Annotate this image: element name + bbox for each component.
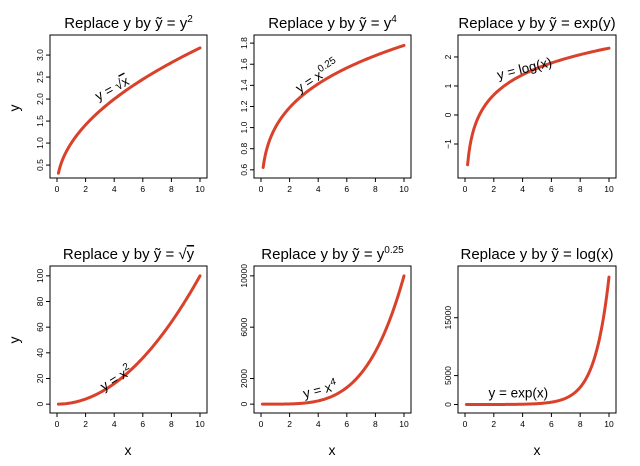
x-tick-label: 6 <box>344 419 349 429</box>
x-tick-label: 4 <box>520 184 525 194</box>
x-tick-label: 0 <box>259 419 264 429</box>
x-tick-label: 6 <box>344 184 349 194</box>
panel-title: Replace y by ỹ = √y <box>63 246 195 263</box>
series-line <box>464 275 611 407</box>
x-tick-label: 2 <box>83 419 88 429</box>
x-tick-label: 4 <box>112 419 117 429</box>
y-tick-label: 0.5 <box>35 159 45 171</box>
x-tick-label: 8 <box>373 419 378 429</box>
panel-title: Replace y by ỹ = log(x) <box>461 246 614 263</box>
series-line <box>56 46 202 175</box>
x-tick-label: 10 <box>604 419 614 429</box>
panel-title: Replace y by ỹ = y0.25 <box>261 245 404 263</box>
y-axis-label-row2: y <box>6 337 22 344</box>
y-tick-label: 0 <box>35 402 45 407</box>
y-tick-label: 5000 <box>443 366 453 385</box>
curve-annotation: y = x2 <box>96 361 135 394</box>
y-tick-label: 2.5 <box>35 71 45 83</box>
y-tick-label: 10000 <box>239 264 249 288</box>
plot-frame <box>49 265 208 414</box>
y-tick-label: 2000 <box>239 369 249 388</box>
x-axis-label-col2: x <box>329 442 336 458</box>
y-tick-label: 1.6 <box>239 58 249 70</box>
y-tick-label: 0 <box>443 112 453 117</box>
x-tick-label: 8 <box>373 184 378 194</box>
x-tick-label: 10 <box>399 419 409 429</box>
x-tick-label: 10 <box>195 419 205 429</box>
x-tick-label: 0 <box>463 419 468 429</box>
y-tick-label: 0 <box>239 402 249 407</box>
x-tick-label: 4 <box>316 419 321 429</box>
x-tick-label: 10 <box>604 184 614 194</box>
curve-annotation: y = x4 <box>301 376 339 401</box>
x-tick-label: 4 <box>520 419 525 429</box>
plot-frame <box>457 34 617 179</box>
panel-title: Replace y by ỹ = y4 <box>268 14 397 32</box>
curve-annotation: y = log(x) <box>495 54 553 82</box>
x-tick-label: 2 <box>287 419 292 429</box>
x-tick-label: 10 <box>399 184 409 194</box>
y-tick-label: 100 <box>35 268 45 282</box>
x-tick-label: 2 <box>491 184 496 194</box>
y-tick-label: 1.4 <box>239 79 249 91</box>
y-tick-label: 80 <box>35 297 45 307</box>
x-tick-label: 6 <box>140 184 145 194</box>
y-tick-label: 60 <box>35 322 45 332</box>
x-axis-label-col1: x <box>125 442 132 458</box>
series-line <box>261 43 406 169</box>
x-tick-label: 10 <box>195 184 205 194</box>
x-tick-label: 8 <box>169 419 174 429</box>
y-tick-label: 6000 <box>239 317 249 336</box>
y-tick-label: 1 <box>443 83 453 88</box>
x-tick-label: 8 <box>578 419 583 429</box>
y-tick-label: 1.2 <box>239 100 249 112</box>
series-line <box>260 274 406 406</box>
series-line <box>56 274 202 406</box>
y-tick-label: 0 <box>443 402 453 407</box>
plot-frame <box>49 34 208 179</box>
y-tick-label: 2 <box>443 54 453 59</box>
x-tick-label: 2 <box>83 184 88 194</box>
x-axis-label-col3: x <box>534 442 541 458</box>
panel-2: 0 2 4 6 8 10 0.6 0.8 1.0 1.2 1.4 1.6 1.8 Replace y by… <box>239 14 412 194</box>
curve-annotation: y = exp(x) <box>488 386 548 401</box>
x-tick-label: 8 <box>578 184 583 194</box>
panel-title: Replace y by ỹ = y2 <box>64 14 193 32</box>
x-tick-label: 0 <box>463 184 468 194</box>
plot-frame <box>457 265 617 414</box>
y-tick-label: 40 <box>35 348 45 358</box>
x-tick-label: 0 <box>55 419 60 429</box>
y-tick-label: 0.8 <box>239 143 249 155</box>
panel-title: Replace y by ỹ = exp(y) <box>458 15 615 32</box>
plot-frame <box>253 265 412 414</box>
x-tick-label: 0 <box>55 184 60 194</box>
y-tick-label: 3.0 <box>35 49 45 61</box>
y-tick-label: 1.0 <box>35 137 45 149</box>
y-tick-label: 2.0 <box>35 93 45 105</box>
y-tick-label: 0.6 <box>239 164 249 176</box>
y-tick-label: 1.5 <box>35 115 45 127</box>
panel-5: 0 2 4 6 8 10 0 2000 6000 10000 Replace y by ỹ = y… <box>239 245 412 429</box>
y-tick-label: 15000 <box>443 306 453 330</box>
panel-1: 0 2 4 6 8 10 0.5 1.0 1.5 2.0 2.5 3.0 Replace y by ỹ… <box>35 14 208 194</box>
x-tick-label: 6 <box>549 419 554 429</box>
x-tick-label: 6 <box>140 419 145 429</box>
y-tick-label: 1.8 <box>239 37 249 49</box>
x-tick-label: 4 <box>316 184 321 194</box>
x-tick-label: 4 <box>112 184 117 194</box>
x-tick-label: 6 <box>549 184 554 194</box>
series-line <box>466 46 611 167</box>
x-tick-label: 2 <box>287 184 292 194</box>
y-axis-label-row1: y <box>6 105 22 112</box>
y-tick-label: 20 <box>35 373 45 383</box>
panel-3: 0 2 4 6 8 10 −1 0 1 2 Replace y by ỹ = exp(y) y = … <box>443 15 617 194</box>
panel-6: 0 2 4 6 8 10 0 5000 15000 Replace y by ỹ = log(x… <box>443 246 617 429</box>
y-tick-label: −1 <box>443 139 453 149</box>
x-tick-label: 0 <box>259 184 264 194</box>
x-tick-label: 2 <box>491 419 496 429</box>
x-tick-label: 8 <box>169 184 174 194</box>
y-tick-label: 1.0 <box>239 121 249 133</box>
